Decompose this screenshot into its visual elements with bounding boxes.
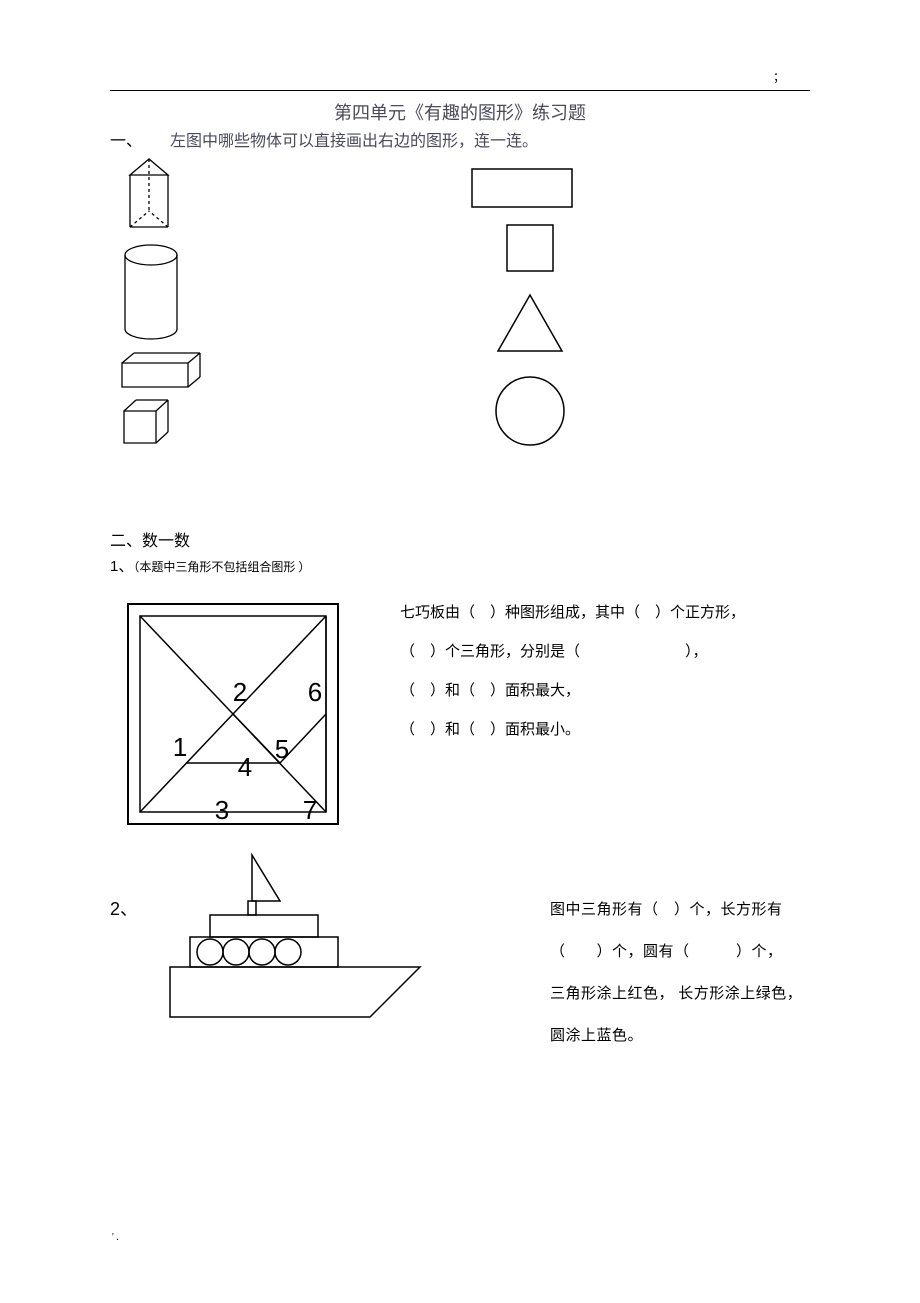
q1-heading: 1、（本题中三角形不包括组合图形 ）: [110, 555, 810, 576]
cylinder: [120, 243, 200, 343]
rectangle: [470, 167, 590, 209]
svg-text:3: 3: [215, 795, 229, 825]
q1-line2: （ ）个三角形，分别是（ ），: [400, 633, 810, 672]
page-title: 第四单元《有趣的图形》练习题: [110, 99, 810, 125]
flat-shapes-column: [470, 167, 590, 457]
q2-text: 图中三角形有（ ）个，长方形有 （ ）个，圆有（ ）个， 三角形涂上红色， 长方…: [440, 847, 810, 1057]
worksheet-page: ； 第四单元《有趣的图形》练习题 一、 左图中哪些物体可以直接画出右边的图形，连一…: [0, 0, 920, 1303]
section1-heading: 一、 左图中哪些物体可以直接画出右边的图形，连一连。: [110, 127, 810, 151]
boat-figure: [140, 847, 440, 1052]
matching-area: [110, 157, 810, 497]
q1-note: （本题中三角形不包括组合图形 ）: [133, 560, 310, 574]
triangle: [470, 291, 590, 355]
q2-line3: 三角形涂上红色， 长方形涂上绿色，: [550, 973, 810, 1015]
section1-text: 左图中哪些物体可以直接画出右边的图形，连一连。: [170, 133, 538, 150]
solids-column: [120, 157, 200, 455]
cube: [120, 397, 200, 447]
svg-text:5: 5: [275, 734, 289, 764]
q2-line1: 图中三角形有（ ）个，长方形有: [550, 889, 810, 931]
q1-num: 1、: [110, 558, 133, 575]
q1-row: 1 2 3456 7 七巧板由（ ）种图形组成，其中（ ）个正方形， （ ）个三角形，…: [110, 586, 810, 841]
section1-num: 一、: [110, 133, 142, 150]
q2-num: 2、: [110, 847, 140, 921]
corner-mark: ；: [773, 68, 785, 85]
square: [470, 223, 590, 273]
cuboid: [120, 351, 200, 389]
q1-line1: 七巧板由（ ）种图形组成，其中（ ）个正方形，: [400, 594, 810, 633]
tangram-figure: 1 2 3456 7: [110, 586, 350, 841]
circle: [470, 373, 590, 449]
footer-mark: ' .: [112, 1232, 119, 1243]
triangular-prism: [120, 157, 200, 235]
top-rule: [110, 90, 810, 91]
section2-heading: 二、数一数: [110, 527, 810, 551]
q1-line4: （ ）和（ ）面积最小。: [400, 711, 810, 750]
q2-line4: 圆涂上蓝色。: [550, 1015, 810, 1057]
svg-text:4: 4: [238, 752, 252, 782]
q2-row: 2、: [110, 847, 810, 1057]
q1-line3: （ ）和（ ）面积最大，: [400, 672, 810, 711]
svg-text:6: 6: [308, 677, 322, 707]
q1-text: 七巧板由（ ）种图形组成，其中（ ）个正方形， （ ）个三角形，分别是（ ）， …: [350, 586, 810, 750]
svg-text:7: 7: [303, 795, 317, 825]
q2-line2: （ ）个，圆有（ ）个，: [550, 931, 810, 973]
svg-text:2: 2: [233, 677, 247, 707]
svg-text:1: 1: [173, 732, 187, 762]
